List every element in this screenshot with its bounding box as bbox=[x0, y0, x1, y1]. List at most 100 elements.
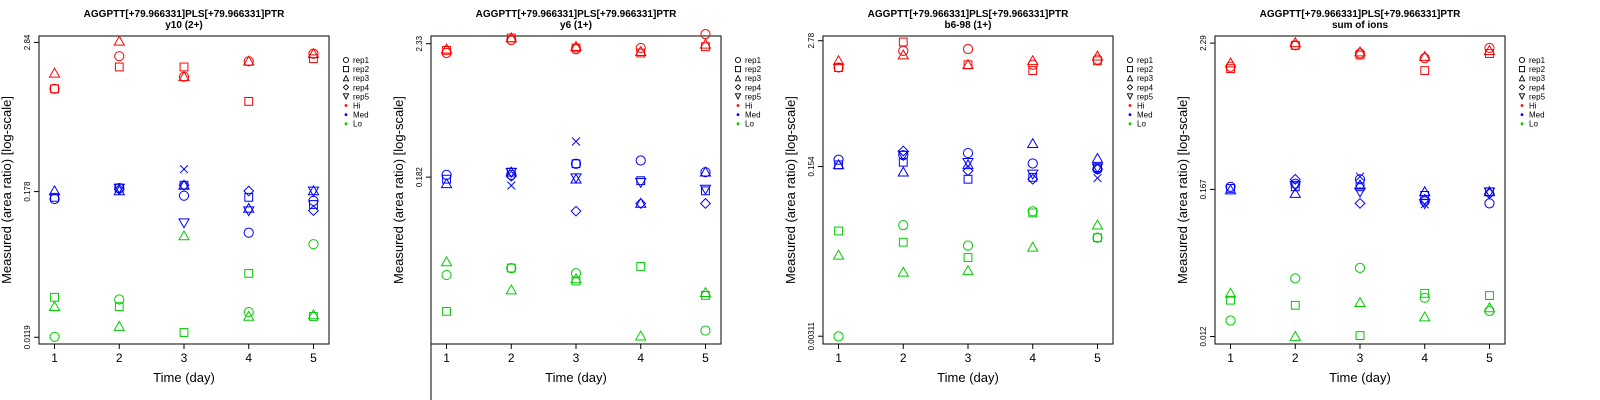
data-point-med-rep4 bbox=[1354, 197, 1366, 209]
chart-panel-1: AGGPTT[+79.966331]PLS[+79.966331]PTRy10 … bbox=[0, 9, 370, 385]
chart-subtitle: y6 (1+) bbox=[560, 20, 592, 31]
data-point-hi-rep3 bbox=[1091, 50, 1104, 61]
legend-label: Hi bbox=[1137, 102, 1145, 111]
plot-frame bbox=[822, 35, 1114, 345]
x-tick-label: 4 bbox=[637, 351, 644, 365]
data-point-lo-rep2 bbox=[442, 306, 451, 316]
data-point-med-rep4 bbox=[699, 197, 712, 210]
data-point-lo-rep3 bbox=[48, 300, 61, 311]
data-point-lo-rep3 bbox=[1289, 330, 1302, 341]
data-point-lo-rep2 bbox=[1420, 288, 1430, 298]
data-point-med-rep3 bbox=[242, 202, 255, 213]
legend-symbol-rep2 bbox=[734, 66, 742, 73]
chart-subtitle: b6-98 (1+) bbox=[945, 20, 992, 31]
data-point-med-rep5 bbox=[634, 177, 647, 189]
data-point-lo-rep3 bbox=[440, 255, 453, 267]
data-point-hi-rep3 bbox=[1418, 50, 1431, 61]
legend-label: rep5 bbox=[1137, 92, 1154, 101]
legend-symbol-rep3 bbox=[1126, 74, 1134, 82]
data-point-med-rep3 bbox=[634, 197, 647, 208]
chart-title: AGGPTT[+79.966331]PLS[+79.966331]PTR bbox=[476, 9, 677, 20]
data-point-lo-rep1 bbox=[1290, 273, 1301, 284]
legend-label: rep1 bbox=[1137, 56, 1154, 65]
y-tick-label: 0.182 bbox=[415, 167, 424, 188]
data-point-lo-rep2 bbox=[898, 237, 908, 247]
y-tick-label: 0.167 bbox=[1199, 179, 1208, 200]
data-point-med-rep4 bbox=[897, 145, 909, 157]
data-point-lo-rep3 bbox=[1091, 219, 1104, 230]
chart-title: AGGPTT[+79.966331]PLS[+79.966331]PTR bbox=[868, 9, 1069, 20]
legend-symbol-rep1 bbox=[1126, 56, 1134, 64]
legend-symbol-hi bbox=[736, 104, 740, 107]
x-tick-label: 4 bbox=[1029, 351, 1036, 365]
data-point-med-rep5 bbox=[897, 150, 910, 162]
data-point-lo-rep3 bbox=[1483, 301, 1496, 313]
data-point-med-rep5 bbox=[505, 167, 518, 179]
data-point-med-rep5 bbox=[1354, 187, 1366, 198]
data-point-hi-rep3 bbox=[570, 40, 582, 52]
data-point-med-rep3 bbox=[440, 177, 453, 189]
data-point-lo-rep3 bbox=[1418, 311, 1431, 322]
data-point-lo-rep1 bbox=[1225, 315, 1236, 326]
legend-label: rep2 bbox=[353, 65, 370, 74]
legend-label: rep3 bbox=[1137, 74, 1154, 83]
data-point-med-rep1 bbox=[1225, 181, 1236, 192]
data-point-lo-rep2 bbox=[834, 226, 843, 236]
legend-label: rep4 bbox=[1529, 83, 1546, 92]
data-point-med-rep5 bbox=[1091, 163, 1104, 174]
data-point-hi-rep2 bbox=[1355, 50, 1365, 60]
data-point-med-rep2 bbox=[898, 157, 908, 167]
data-point-med-rep5 bbox=[570, 173, 582, 184]
chart-title: AGGPTT[+79.966331]PLS[+79.966331]PTR bbox=[1260, 9, 1461, 20]
y-axis-label: Measured (area ratio) [log-scale] bbox=[783, 96, 798, 284]
data-point-med-cross bbox=[1420, 200, 1429, 209]
data-point-hi-rep2 bbox=[179, 62, 189, 72]
data-point-med-rep1 bbox=[1484, 198, 1495, 209]
x-axis-label: Time (day) bbox=[937, 370, 999, 385]
legend-symbol-rep3 bbox=[734, 74, 742, 82]
data-point-hi-rep3 bbox=[1289, 36, 1302, 48]
legend-label: rep1 bbox=[1529, 56, 1546, 65]
data-point-med-rep3 bbox=[1224, 184, 1237, 195]
legend-symbol-rep2 bbox=[342, 66, 350, 73]
data-point-hi-rep3 bbox=[897, 48, 910, 60]
data-point-med-rep4 bbox=[505, 170, 517, 182]
data-point-hi-rep3 bbox=[1224, 57, 1237, 68]
legend-label: rep1 bbox=[353, 56, 370, 65]
data-point-lo-rep2 bbox=[506, 263, 516, 273]
data-point-hi-rep2 bbox=[50, 84, 59, 94]
legend-label: Med bbox=[1529, 111, 1545, 120]
data-point-med-rep5 bbox=[307, 186, 320, 198]
data-point-lo-rep2 bbox=[1355, 331, 1365, 341]
y-tick-label: 0.00311 bbox=[807, 322, 816, 351]
data-point-med-rep5 bbox=[1289, 180, 1302, 192]
data-point-med-rep2 bbox=[50, 192, 59, 202]
data-point-med-rep3 bbox=[832, 158, 845, 170]
data-point-lo-rep3 bbox=[570, 272, 582, 284]
data-point-lo-rep2 bbox=[636, 262, 646, 271]
legend-label: rep2 bbox=[1137, 65, 1154, 74]
data-point-lo-rep2 bbox=[244, 268, 254, 278]
legend-label: Med bbox=[1137, 111, 1153, 120]
data-point-lo-rep2 bbox=[1226, 295, 1235, 305]
data-point-hi-rep2 bbox=[834, 63, 843, 72]
data-point-lo-rep1 bbox=[898, 220, 909, 231]
x-tick-label: 3 bbox=[573, 351, 580, 365]
data-point-med-rep2 bbox=[1028, 172, 1038, 182]
legend-label: Lo bbox=[1137, 120, 1146, 129]
data-point-hi-rep3 bbox=[832, 54, 845, 66]
data-point-lo-rep1 bbox=[308, 239, 319, 250]
data-point-hi-rep1 bbox=[506, 34, 517, 46]
data-point-lo-rep2 bbox=[1485, 291, 1494, 300]
data-point-lo-rep2 bbox=[50, 292, 59, 302]
data-point-lo-rep1 bbox=[962, 240, 974, 251]
legend-label: rep3 bbox=[745, 74, 762, 83]
y-axis-label: Measured (area ratio) [log-scale] bbox=[1175, 96, 1190, 284]
legend-symbol-med bbox=[344, 113, 348, 116]
legend-symbol-rep3 bbox=[342, 74, 350, 82]
data-point-med-rep5 bbox=[1026, 169, 1039, 180]
x-tick-label: 1 bbox=[835, 351, 842, 365]
legend-label: Hi bbox=[1529, 102, 1537, 111]
data-point-lo-rep1 bbox=[49, 331, 60, 342]
